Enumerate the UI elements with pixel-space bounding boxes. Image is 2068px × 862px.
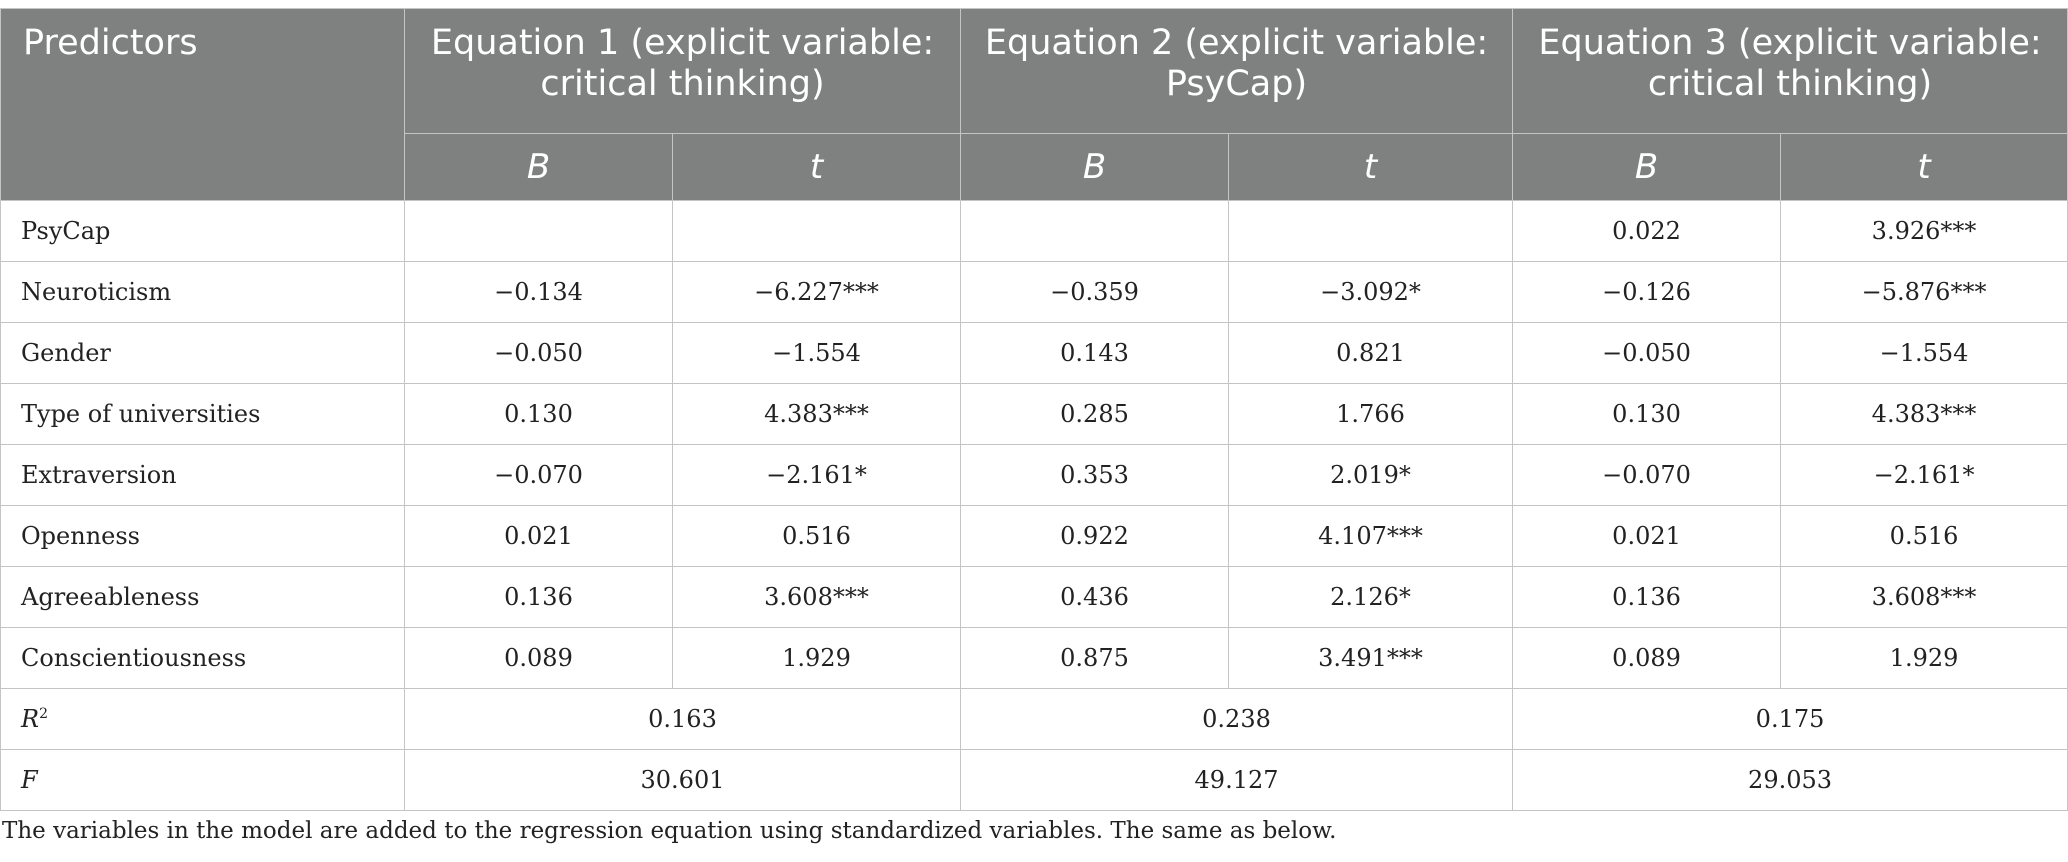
r-squared-superscript: 2 (39, 706, 48, 722)
eq2-b-cell: 0.143 (960, 322, 1230, 384)
predictors-header: Predictors (0, 8, 405, 201)
row-label: Type of universities (0, 383, 405, 445)
eq3-b-cell: −0.070 (1512, 444, 1782, 506)
eq2-b-cell: 0.353 (960, 444, 1230, 506)
eq3-t-cell: −5.876*** (1780, 261, 2068, 323)
table-row: Conscientiousness 0.089 1.929 0.875 3.49… (0, 627, 2068, 689)
table-row: PsyCap 0.022 3.926*** (0, 200, 2068, 262)
row-label: Neuroticism (0, 261, 405, 323)
eq1-t-cell: −6.227*** (671, 261, 962, 323)
eq2-b-cell: 0.875 (960, 627, 1230, 689)
eq1-t-cell (671, 200, 962, 262)
eq2-t-cell: 3.491*** (1228, 627, 1514, 689)
eq3-t-cell: −1.554 (1780, 322, 2068, 384)
eq3-t-cell: 1.929 (1780, 627, 2068, 689)
eq3-b-cell: 0.021 (1512, 505, 1782, 567)
r-squared-row: R2 0.163 0.238 0.175 (0, 688, 2068, 750)
eq1-b-cell (404, 200, 673, 262)
eq3-t-cell: 3.926*** (1780, 200, 2068, 262)
table-row: Openness 0.021 0.516 0.922 4.107*** 0.02… (0, 505, 2068, 567)
f-label: F (0, 749, 405, 811)
eq1-r-squared: 0.163 (403, 688, 962, 750)
eq2-t-cell (1228, 200, 1514, 262)
eq3-t-cell: 4.383*** (1780, 383, 2068, 445)
f-row: F 30.601 49.127 29.053 (0, 749, 2068, 811)
eq2-b-cell: 0.285 (960, 383, 1230, 445)
eq2-r-squared: 0.238 (960, 688, 1514, 750)
eq2-b-cell: 0.436 (960, 566, 1230, 628)
eq3-t-cell: −2.161* (1780, 444, 2068, 506)
eq2-t-cell: −3.092* (1228, 261, 1514, 323)
equation2-header: Equation 2 (explicit variable: PsyCap) (960, 8, 1514, 134)
eq1-t-header: t (671, 133, 962, 201)
table-row: Type of universities 0.130 4.383*** 0.28… (0, 383, 2068, 445)
eq3-b-cell: 0.130 (1512, 383, 1782, 445)
equation3-header: Equation 3 (explicit variable: critical … (1512, 8, 2068, 134)
eq2-t-header: t (1228, 133, 1514, 201)
row-label: Extraversion (0, 444, 405, 506)
eq2-t-cell: 0.821 (1228, 322, 1514, 384)
eq1-b-cell: 0.130 (404, 383, 673, 445)
eq2-t-cell: 4.107*** (1228, 505, 1514, 567)
eq3-f: 29.053 (1512, 749, 2068, 811)
equation1-header: Equation 1 (explicit variable: critical … (403, 8, 962, 134)
eq1-t-cell: 1.929 (671, 627, 962, 689)
eq1-t-cell: 3.608*** (671, 566, 962, 628)
r-squared-label: R2 (0, 688, 405, 750)
eq2-b-cell: 0.922 (960, 505, 1230, 567)
table-row: Neuroticism −0.134 −6.227*** −0.359 −3.0… (0, 261, 2068, 323)
eq2-b-header: B (960, 133, 1230, 201)
eq2-t-cell: 1.766 (1228, 383, 1514, 445)
table-footnote: The variables in the model are added to … (2, 818, 1337, 844)
eq3-b-cell: −0.050 (1512, 322, 1782, 384)
eq3-r-squared: 0.175 (1512, 688, 2068, 750)
eq1-f: 30.601 (403, 749, 962, 811)
table-row: Extraversion −0.070 −2.161* 0.353 2.019*… (0, 444, 2068, 506)
table-body: PsyCap 0.022 3.926*** Neuroticism −0.134… (0, 200, 2068, 811)
eq1-b-cell: −0.070 (404, 444, 673, 506)
eq3-b-cell: 0.136 (1512, 566, 1782, 628)
eq2-b-cell (960, 200, 1230, 262)
eq3-b-cell: −0.126 (1512, 261, 1782, 323)
r-squared-symbol: R (21, 705, 40, 733)
eq3-t-cell: 0.516 (1780, 505, 2068, 567)
eq1-b-cell: 0.021 (404, 505, 673, 567)
eq3-b-header: B (1512, 133, 1782, 201)
eq2-b-cell: −0.359 (960, 261, 1230, 323)
eq3-t-cell: 3.608*** (1780, 566, 2068, 628)
eq2-t-cell: 2.019* (1228, 444, 1514, 506)
eq1-b-cell: −0.134 (404, 261, 673, 323)
eq1-t-cell: 0.516 (671, 505, 962, 567)
row-label: Conscientiousness (0, 627, 405, 689)
eq1-b-header: B (404, 133, 673, 201)
eq1-b-cell: −0.050 (404, 322, 673, 384)
eq1-t-cell: 4.383*** (671, 383, 962, 445)
regression-table: Predictors Equation 1 (explicit variable… (0, 8, 2068, 811)
row-label: Gender (0, 322, 405, 384)
row-label: Agreeableness (0, 566, 405, 628)
eq1-b-cell: 0.089 (404, 627, 673, 689)
table-row: Gender −0.050 −1.554 0.143 0.821 −0.050 … (0, 322, 2068, 384)
eq3-b-cell: 0.022 (1512, 200, 1782, 262)
eq1-b-cell: 0.136 (404, 566, 673, 628)
table-row: Agreeableness 0.136 3.608*** 0.436 2.126… (0, 566, 2068, 628)
eq2-t-cell: 2.126* (1228, 566, 1514, 628)
eq1-t-cell: −1.554 (671, 322, 962, 384)
eq3-b-cell: 0.089 (1512, 627, 1782, 689)
eq3-t-header: t (1780, 133, 2068, 201)
row-label: PsyCap (0, 200, 405, 262)
eq2-f: 49.127 (960, 749, 1514, 811)
eq1-t-cell: −2.161* (671, 444, 962, 506)
row-label: Openness (0, 505, 405, 567)
